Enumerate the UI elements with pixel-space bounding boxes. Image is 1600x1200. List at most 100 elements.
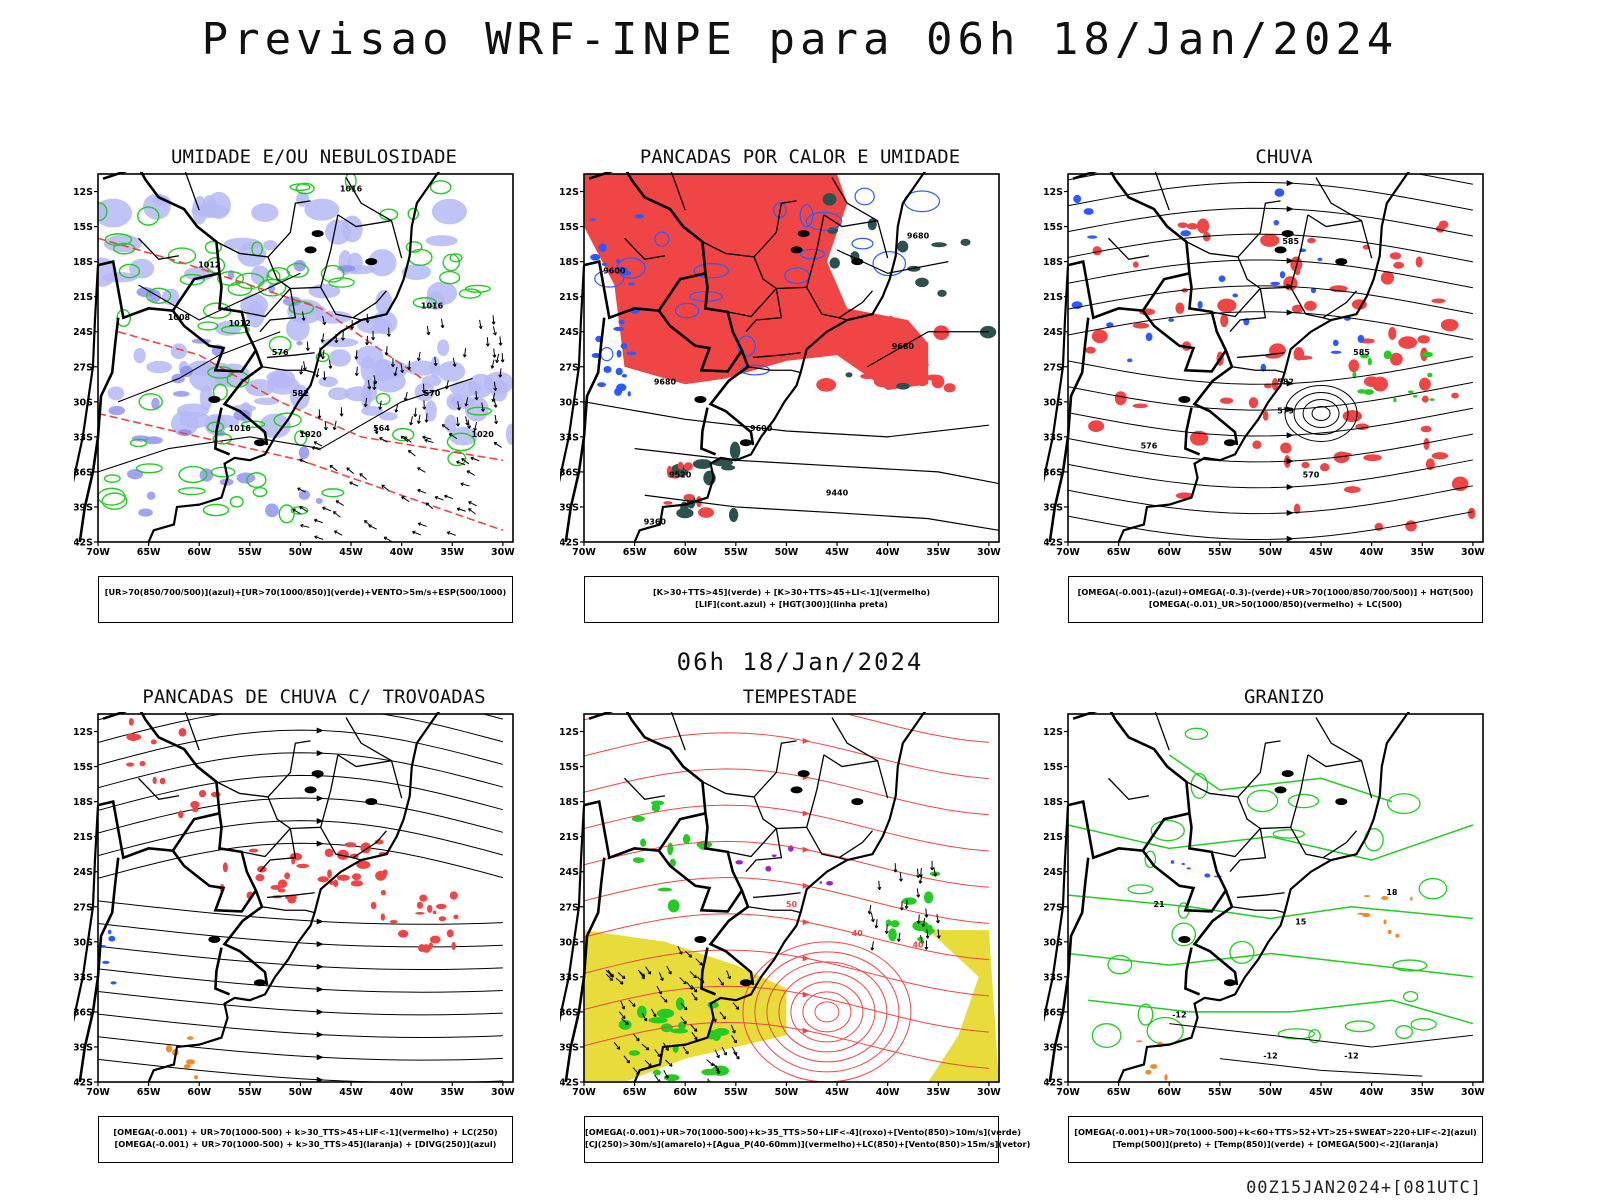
- wind-vector: [303, 361, 306, 371]
- strong-ascent-area: [1363, 894, 1371, 898]
- thunderstorm-area: [128, 717, 134, 726]
- humidity-mid-level-area: [437, 361, 466, 382]
- lifted-index-contour: [627, 391, 631, 397]
- wind-vector: [300, 523, 304, 528]
- wind-vector: [492, 392, 496, 402]
- humidity-mid-level-area: [129, 258, 155, 279]
- wind-vector: [641, 973, 645, 977]
- contour-value-label: -12: [1344, 1052, 1358, 1061]
- temperature-850hpa-line: [1184, 727, 1209, 741]
- wind-vector: [445, 380, 449, 390]
- lat-tick-label: 33S: [74, 432, 93, 443]
- weak-ascent-area: [1260, 363, 1267, 372]
- humidity-mid-level-area: [375, 290, 393, 316]
- streamline-arrow: [1286, 309, 1294, 316]
- lat-tick-label: 21S: [1044, 292, 1063, 303]
- lat-tick-label: 36S: [560, 467, 579, 478]
- lat-tick-label: 18S: [560, 257, 579, 268]
- wind-vector: [491, 359, 495, 369]
- caption-line-1: [OMEGA(-0.001)+UR>70(1000-500)+k<60+TTS>…: [1074, 1127, 1477, 1137]
- wind-vector: [660, 977, 664, 981]
- wind-vector: [921, 923, 926, 928]
- lifted-index-contour: [627, 282, 636, 286]
- humidity-low-level-contour: [135, 463, 163, 474]
- weak-ascent-area: [1317, 257, 1323, 262]
- lat-tick-label: 15S: [74, 762, 93, 773]
- lon-tick-label: 50W: [289, 1087, 313, 1098]
- streamline: [98, 945, 503, 971]
- contour-value-label: 1020: [472, 430, 495, 439]
- panel-title: CHUVA: [1255, 146, 1313, 168]
- map-frame: [583, 173, 1000, 543]
- lon-tick-label: 45W: [825, 1087, 849, 1098]
- lat-tick-label: 30S: [560, 937, 579, 948]
- wind-vector: [468, 508, 476, 515]
- streamline: [1068, 233, 1473, 263]
- lon-tick-label: 30W: [1461, 1087, 1485, 1098]
- lon-tick-label: 60W: [1157, 547, 1181, 558]
- wind-vector: [498, 342, 503, 346]
- thunderstorm-area: [255, 874, 265, 882]
- wind-vector: [870, 912, 874, 922]
- caption-line-2: [OMEGA(-0.001) + UR>70(1000-500) + k>30_…: [114, 1139, 497, 1149]
- lon-tick-label: 30W: [491, 1087, 515, 1098]
- lat-tick-label: 36S: [74, 467, 93, 478]
- humidity-low-level-contour: [167, 247, 197, 265]
- lat-tick-label: 27S: [74, 362, 93, 373]
- wind-vector: [621, 1015, 626, 1020]
- wind-vector: [479, 319, 482, 329]
- wind-vector: [500, 359, 505, 363]
- lon-tick-label: 70W: [1056, 547, 1080, 558]
- country-border: [1072, 172, 1239, 446]
- humidity-low-level-contour: [202, 503, 230, 517]
- lat-tick-label: 15S: [1044, 222, 1063, 233]
- rain-area: [1219, 397, 1234, 404]
- wind-vector: [621, 975, 626, 980]
- wind-vector: [935, 920, 940, 924]
- country-border: [102, 172, 269, 446]
- wind-vector: [340, 337, 345, 341]
- wind-vector: [400, 363, 404, 373]
- field-layer: -12 -12 -12 18 15 21: [1068, 727, 1474, 1081]
- rain-area: [1405, 520, 1417, 532]
- lat-tick-label: 39S: [560, 1042, 579, 1053]
- lat-tick-label: 24S: [1044, 327, 1063, 338]
- lifted-index-contour: [634, 213, 645, 219]
- hail-risk-area: [1204, 873, 1211, 878]
- wind-vector: [466, 470, 471, 474]
- temperature-850hpa-line: [1392, 959, 1428, 972]
- geopotential-height-line: [836, 249, 949, 274]
- strong-wind-area: [885, 919, 892, 927]
- lifted-index-contour: [674, 302, 700, 319]
- wind-vector: [299, 506, 308, 512]
- wind-vector: [452, 357, 456, 367]
- divergence-area: [108, 935, 116, 942]
- wind-vector: [433, 362, 438, 367]
- wind-vector: [680, 1002, 688, 1011]
- temperature-850hpa-line: [1277, 1028, 1316, 1040]
- lat-tick-label: 24S: [560, 327, 579, 338]
- lon-tick-label: 60W: [187, 1087, 211, 1098]
- streamline-850hpa: [584, 1021, 989, 1069]
- wind-vector: [486, 337, 489, 347]
- instability-area: [960, 238, 971, 246]
- weak-ascent-area: [1073, 194, 1082, 204]
- caption-line-2: [Temp(500)](preto) + [Temp(850)](verde) …: [1112, 1139, 1439, 1149]
- rain-area: [1260, 233, 1280, 247]
- wind-vector: [333, 511, 341, 518]
- lake-marker: [253, 439, 266, 447]
- humidity-mid-level-area: [505, 423, 513, 445]
- wind-vector: [665, 1075, 669, 1079]
- wind-vector: [717, 977, 724, 986]
- wind-vector: [373, 375, 377, 385]
- wind-vector: [654, 1074, 661, 1082]
- streamline-arrow: [802, 919, 810, 926]
- wind-vector: [936, 914, 939, 924]
- lon-tick-label: 55W: [1208, 547, 1232, 558]
- humidity-mid-level-area: [425, 400, 437, 422]
- temperature-850hpa-line: [1171, 922, 1197, 947]
- streamline: [98, 968, 503, 993]
- lat-tick-label: 27S: [1044, 902, 1063, 913]
- thunderstorm-area: [351, 873, 362, 881]
- lat-tick-label: 39S: [74, 502, 93, 513]
